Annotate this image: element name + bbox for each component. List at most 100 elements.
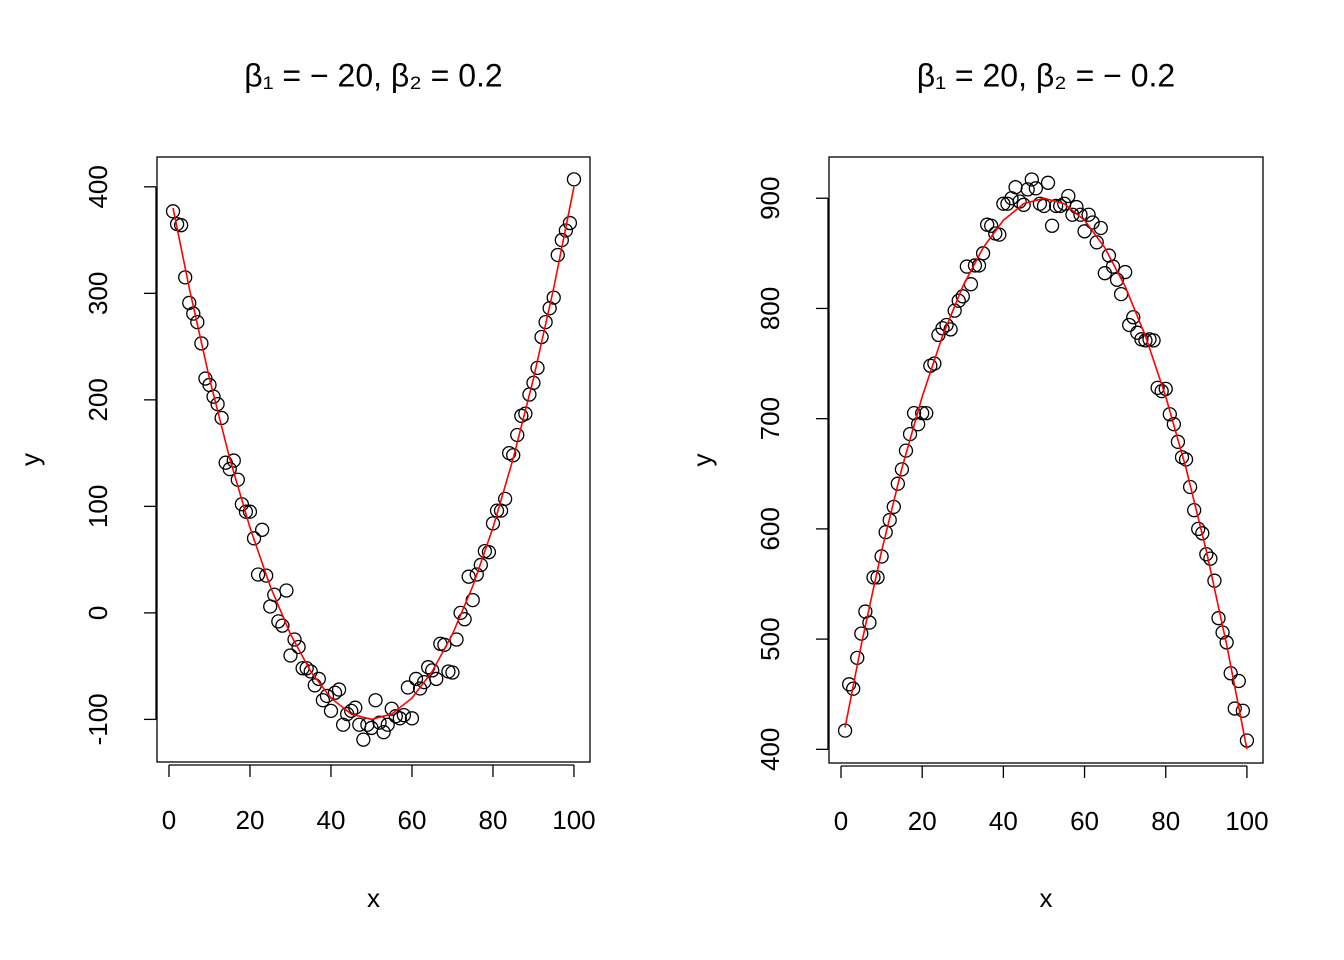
data-point xyxy=(1187,503,1202,518)
data-point xyxy=(862,615,877,630)
data-point xyxy=(437,637,452,652)
y-tick-label: 400 xyxy=(83,165,113,208)
data-point xyxy=(562,215,578,231)
data-point xyxy=(481,545,497,560)
data-point xyxy=(841,677,857,692)
data-point xyxy=(1048,198,1064,214)
x-axis-label: x xyxy=(367,883,380,913)
data-point xyxy=(254,522,270,537)
data-point xyxy=(356,732,371,747)
data-point xyxy=(425,663,440,678)
panel: β₁ = 20, β₂ = − 0.2 0 20 40 60 80 100 400 500 600… xyxy=(687,57,1269,912)
data-point xyxy=(506,448,521,463)
data-point xyxy=(299,661,314,676)
data-point xyxy=(226,453,241,468)
data-point xyxy=(182,295,197,311)
data-point xyxy=(206,389,221,404)
x-tick-label: 100 xyxy=(1225,806,1268,836)
data-point xyxy=(1162,407,1177,422)
data-point xyxy=(319,688,335,704)
data-point xyxy=(238,504,254,519)
data-point xyxy=(955,289,970,304)
data-point xyxy=(984,218,999,233)
data-point xyxy=(1036,198,1052,214)
data-point xyxy=(890,476,905,491)
data-point xyxy=(327,685,343,700)
x-tick-label: 0 xyxy=(162,805,176,835)
data-point xyxy=(939,317,954,333)
data-point xyxy=(283,648,298,663)
data-point xyxy=(1126,310,1141,325)
data-point xyxy=(194,336,209,351)
data-point xyxy=(250,567,266,582)
data-point xyxy=(408,671,424,687)
data-point xyxy=(1061,188,1076,204)
x-tick-label: 100 xyxy=(552,805,595,835)
data-point xyxy=(1097,266,1113,281)
plot-frame xyxy=(828,156,1264,764)
data-point xyxy=(380,717,395,732)
data-point xyxy=(927,356,942,371)
y-tick-label: 600 xyxy=(755,507,785,550)
data-point xyxy=(497,491,513,507)
data-point xyxy=(1081,207,1096,222)
x-tick-label: 60 xyxy=(398,805,427,835)
data-point xyxy=(1231,673,1246,689)
data-point xyxy=(372,715,387,730)
data-point xyxy=(1044,218,1060,233)
y-tick-label: 100 xyxy=(83,485,113,528)
data-point xyxy=(1227,701,1242,716)
data-point xyxy=(275,618,290,633)
data-point xyxy=(1008,180,1023,195)
data-point xyxy=(173,218,189,233)
data-point xyxy=(1122,317,1137,333)
data-point xyxy=(303,664,318,679)
data-point xyxy=(178,270,193,285)
data-point xyxy=(445,665,460,680)
data-point xyxy=(348,700,363,715)
data-point xyxy=(469,567,484,582)
data-point xyxy=(894,462,910,477)
data-point xyxy=(429,671,444,687)
data-point xyxy=(546,290,561,305)
data-point xyxy=(1166,417,1182,432)
data-point xyxy=(1040,175,1056,190)
y-tick-label: 800 xyxy=(755,287,785,330)
x-tick-label: 80 xyxy=(1151,806,1180,836)
data-point xyxy=(404,711,420,726)
data-point xyxy=(1211,611,1226,626)
data-point xyxy=(335,717,351,732)
y-tick-label: 500 xyxy=(755,617,785,660)
data-point xyxy=(259,568,274,583)
data-point xyxy=(866,570,881,585)
y-tick-label: 400 xyxy=(755,728,785,771)
data-point xyxy=(165,204,181,219)
data-point xyxy=(1093,220,1108,236)
data-point xyxy=(368,693,383,708)
data-point xyxy=(392,711,407,726)
data-point xyxy=(396,707,412,723)
y-tick-label: 300 xyxy=(83,272,113,315)
data-point xyxy=(263,599,278,614)
data-point xyxy=(550,247,565,263)
fit-line xyxy=(172,186,575,721)
data-point xyxy=(1077,224,1092,239)
data-point xyxy=(400,680,416,695)
data-point xyxy=(566,172,582,187)
x-tick-label: 60 xyxy=(1070,806,1099,836)
data-point xyxy=(1028,181,1044,196)
data-point xyxy=(1118,264,1133,280)
y-axis-label: y xyxy=(687,454,717,467)
y-tick-label: -100 xyxy=(83,693,113,745)
chart-title: β₁ = 20, β₂ = − 0.2 xyxy=(917,57,1175,93)
data-point xyxy=(214,410,229,426)
fit-line xyxy=(844,197,1248,750)
y-axis-label: y xyxy=(15,453,45,466)
data-point xyxy=(882,512,897,528)
data-point xyxy=(1203,551,1218,566)
x-tick-label: 80 xyxy=(479,805,508,835)
data-point xyxy=(854,626,869,641)
data-point xyxy=(538,314,553,330)
data-point xyxy=(1239,733,1255,748)
